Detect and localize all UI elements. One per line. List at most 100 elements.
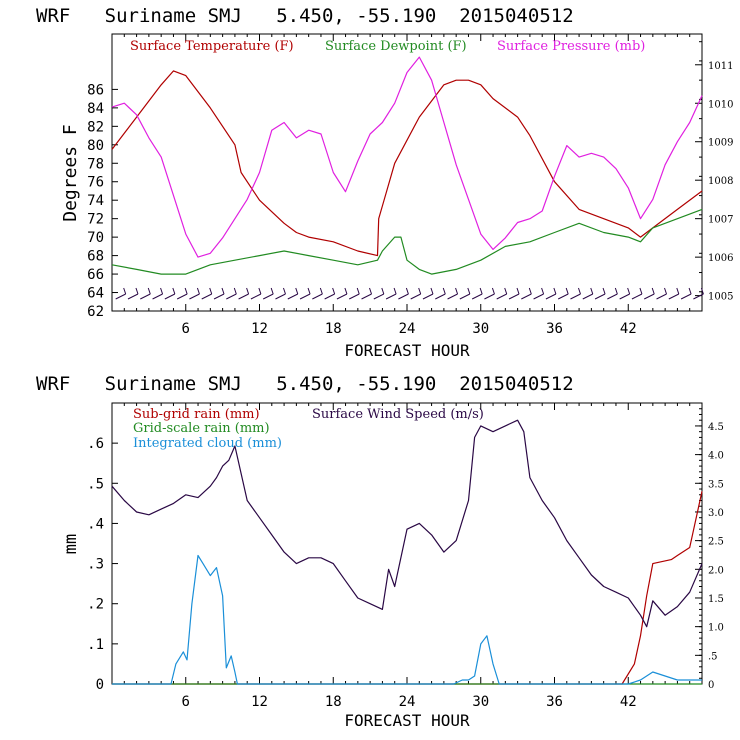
legend-pressure: Surface Pressure (mb) [497, 39, 645, 54]
x-tick-label: 24 [399, 321, 416, 337]
y2-tick-label: 1007 [708, 215, 733, 226]
y2-tick-label: 4.5 [708, 422, 724, 433]
y-tick-label: 76 [87, 175, 104, 191]
wind-barb-flag [381, 287, 385, 295]
x-tick-label: 36 [546, 321, 563, 337]
wind-barb [361, 293, 372, 300]
wind-barb-flag [196, 287, 200, 295]
series-surface-dewpoint-f [111, 208, 703, 275]
wind-barb-flag [627, 287, 631, 295]
wind-barb [250, 293, 262, 300]
y2-tick-label: 1009 [708, 138, 733, 149]
x-tick-label: 6 [182, 694, 190, 710]
wind-barb-flag [516, 287, 520, 295]
top-panel-title: WRF Suriname SMJ 5.450, -55.190 20150405… [36, 5, 574, 27]
top-y-axis-label: Degrees F [60, 124, 81, 222]
x-tick-label: 42 [620, 321, 637, 337]
wind-barb [508, 293, 520, 300]
x-tick-label: 12 [251, 321, 268, 337]
y2-tick-label: 3.0 [708, 508, 724, 519]
wind-barb [631, 293, 643, 300]
wind-barb [594, 293, 606, 300]
wind-barb-flag [553, 287, 557, 295]
wind-barb-flag [307, 287, 311, 295]
y-tick-label: 70 [87, 230, 104, 246]
x-tick-label: 24 [399, 694, 416, 710]
y-tick-label: 68 [87, 249, 104, 265]
wind-barb [582, 293, 593, 300]
wind-barb [435, 293, 446, 300]
y-tick-label: .6 [87, 436, 104, 452]
y2-tick-label: 1005 [708, 292, 733, 303]
x-tick-label: 18 [325, 694, 342, 710]
y-tick-label: 86 [87, 82, 104, 98]
wind-barb [644, 293, 655, 300]
y-tick-label: 66 [87, 267, 104, 283]
x-tick-label: 12 [251, 694, 268, 710]
y-tick-label: .1 [87, 637, 104, 653]
legend-gridscale-rain: Grid-scale rain (mm) [133, 421, 270, 436]
y2-tick-label: 2.5 [708, 537, 724, 548]
wind-barb-flag [172, 287, 176, 295]
wind-barb [668, 293, 680, 300]
series-surface-pressure-mb [111, 56, 703, 258]
wind-barb [471, 293, 483, 300]
wind-barb [262, 293, 274, 300]
x-tick-label: 6 [182, 321, 190, 337]
top-series [111, 56, 703, 275]
bottom-series [111, 419, 703, 685]
wind-barb-flag [393, 287, 397, 295]
wind-barb-flag [160, 287, 164, 295]
wind-barb-flag [688, 287, 692, 295]
wind-barb [570, 293, 581, 300]
y-tick-label: .5 [87, 476, 104, 492]
wind-barb [447, 293, 458, 300]
wind-barb [373, 293, 385, 300]
wind-barb [287, 293, 298, 300]
wind-barb-flag [369, 287, 372, 295]
wind-barb [115, 293, 126, 300]
bottom-x-ticks: 6 12 18 24 30 36 42 [111, 403, 703, 710]
wind-barb-flag [651, 287, 655, 295]
y2-tick-label: 1010 [708, 99, 733, 110]
y2-tick-label: 0 [708, 680, 714, 691]
wind-barb-flag [332, 287, 336, 295]
wind-barb [238, 293, 249, 300]
wind-barb-flag [455, 287, 459, 295]
wind-barb [189, 293, 200, 300]
wind-barb [336, 293, 348, 300]
x-tick-label: 18 [325, 321, 342, 337]
wind-barb [680, 293, 692, 300]
wind-barb-flag [123, 287, 127, 295]
y2-tick-label: 2.0 [708, 565, 724, 576]
y-tick-label: 74 [87, 193, 104, 209]
y-tick-label: 0 [96, 677, 104, 693]
wind-barb-flag [602, 287, 606, 295]
bottom-y-ticks: 0 .1 .2 .3 .4 .5 .6 [87, 436, 118, 693]
wind-barb-flag [147, 287, 151, 295]
wind-barb [521, 293, 532, 300]
wind-barb [619, 293, 630, 300]
wind-barb [140, 293, 151, 300]
wind-barb [275, 293, 286, 300]
wind-barb [422, 293, 434, 300]
legend-temperature: Surface Temperature (F) [130, 39, 294, 54]
wind-barb-flag [270, 287, 274, 295]
y-tick-label: 72 [87, 212, 104, 228]
y2-tick-label: 1.0 [708, 623, 724, 634]
y-tick-label: .2 [87, 597, 104, 613]
x-tick-label: 42 [620, 694, 637, 710]
wind-barb [226, 293, 237, 300]
wind-barbs [115, 287, 704, 300]
legend-wind-speed: Surface Wind Speed (m/s) [312, 407, 484, 422]
wind-barb-flag [541, 287, 545, 295]
top-y2-ticks: 1005 1006 1007 1008 1009 1010 1011 [695, 41, 733, 312]
wind-barb-flag [221, 287, 225, 295]
y2-tick-label: 1.5 [708, 594, 724, 605]
legend-integrated-cloud: Integrated cloud (mm) [133, 436, 282, 451]
wind-barb-flag [664, 287, 667, 295]
wind-barb [176, 293, 188, 300]
bottom-y2-ticks: 0 .5 1.0 1.5 2.0 2.5 3.0 3.5 4.0 4.5 [695, 402, 724, 691]
series-sub-grid-rain-mm [112, 491, 703, 685]
